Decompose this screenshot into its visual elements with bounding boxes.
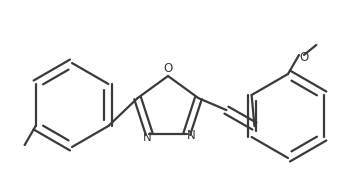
Text: O: O (299, 51, 309, 64)
Text: N: N (143, 131, 152, 144)
Text: O: O (163, 61, 173, 74)
Text: N: N (187, 129, 195, 142)
